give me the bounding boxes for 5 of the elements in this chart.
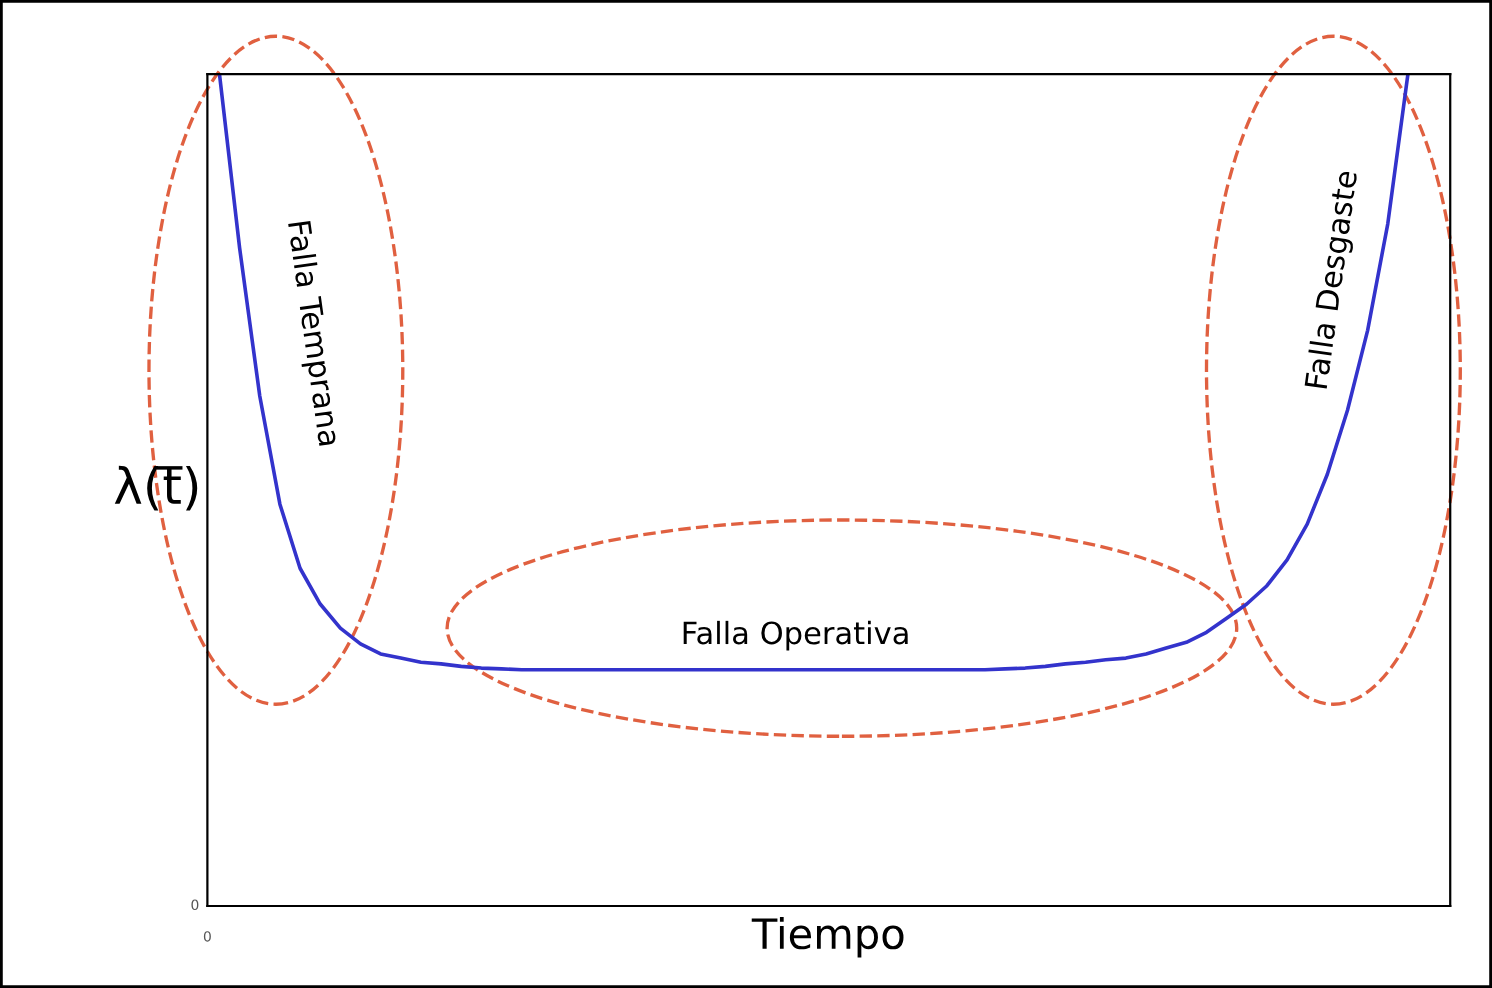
annotation: Falla Desgaste [1303,170,1364,390]
annotation: Falla Temprana [281,220,343,447]
x-axis-title: Tiempo [751,917,904,958]
annotation: Falla Operativa [683,620,908,651]
y-axis-title: λ(t̅) [114,465,198,511]
